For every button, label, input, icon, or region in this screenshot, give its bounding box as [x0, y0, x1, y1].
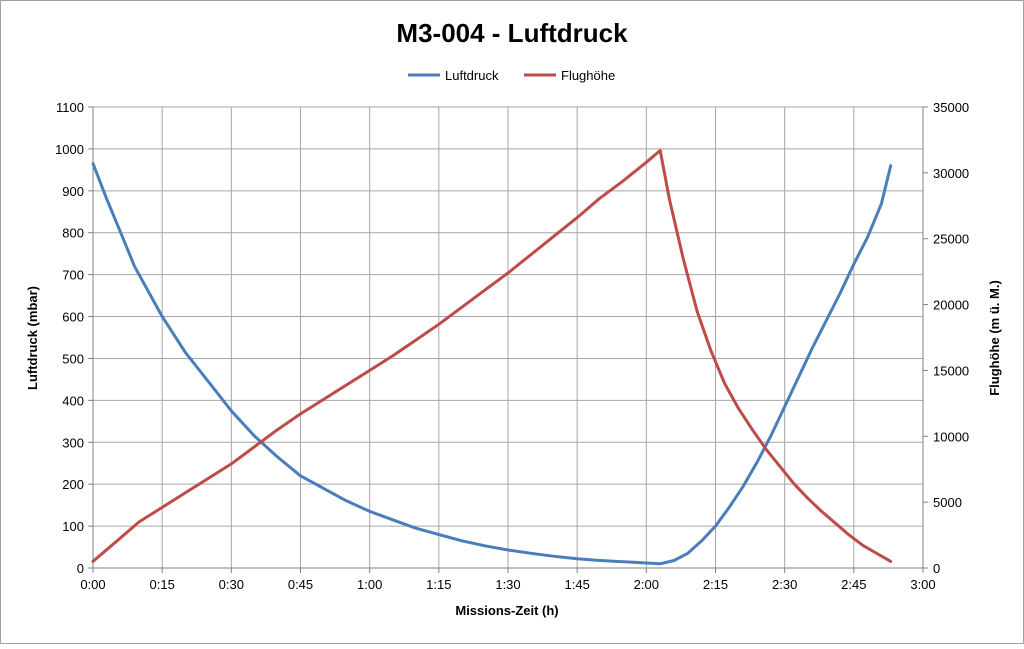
y2-tick-label: 30000 — [933, 166, 969, 181]
y2-tick-label: 0 — [933, 561, 940, 576]
x-tick-label: 2:30 — [772, 577, 797, 592]
x-axis-title: Missions-Zeit (h) — [455, 603, 558, 618]
y2-tick-label: 5000 — [933, 495, 962, 510]
x-tick-label: 0:15 — [150, 577, 175, 592]
y2-tick-label: 15000 — [933, 363, 969, 378]
y-tick-label: 1000 — [55, 142, 84, 157]
x-tick-label: 1:00 — [357, 577, 382, 592]
y-tick-label: 800 — [62, 226, 84, 241]
x-tick-label: 0:30 — [219, 577, 244, 592]
y2-tick-label: 25000 — [933, 232, 969, 247]
y2-tick-label: 35000 — [933, 100, 969, 115]
y2-tick-label: 10000 — [933, 429, 969, 444]
y-tick-label: 400 — [62, 393, 84, 408]
y2-axis-title: Flughöhe (m ü. M.) — [987, 280, 1002, 396]
legend: Luftdruck Flughöhe — [408, 68, 615, 83]
y-tick-label: 500 — [62, 351, 84, 366]
chart-title: M3-004 - Luftdruck — [396, 18, 628, 48]
x-tick-label: 1:45 — [565, 577, 590, 592]
y-tick-label: 900 — [62, 184, 84, 199]
x-tick-label: 2:00 — [634, 577, 659, 592]
x-tick-label: 1:30 — [495, 577, 520, 592]
x-tick-label: 3:00 — [910, 577, 935, 592]
y-tick-label: 300 — [62, 435, 84, 450]
y-tick-label: 600 — [62, 310, 84, 325]
x-tick-label: 0:45 — [288, 577, 313, 592]
y-tick-label: 1100 — [56, 100, 84, 115]
legend-label-flughoehe: Flughöhe — [561, 68, 615, 83]
y2-tick-label: 20000 — [933, 298, 969, 313]
x-tick-label: 0:00 — [80, 577, 105, 592]
series-line-flughoehe — [91, 149, 893, 563]
y-tick-label: 700 — [62, 268, 84, 283]
x-tick-label: 2:15 — [703, 577, 728, 592]
legend-label-luftdruck: Luftdruck — [445, 68, 499, 83]
series-line-luftdruck — [91, 162, 893, 566]
y-tick-label: 0 — [77, 561, 84, 576]
x-tick-label: 1:15 — [426, 577, 451, 592]
x-tick-label: 2:45 — [841, 577, 866, 592]
y-tick-label: 200 — [62, 477, 84, 492]
axis-layer: 0:00 0:15 0:30 0:45 1:00 1:15 1:30 1:45 2:00 2:15… — [55, 100, 969, 592]
series-layer — [91, 149, 893, 566]
y-tick-label: 100 — [62, 519, 84, 534]
y-axis-title: Luftdruck (mbar) — [25, 286, 40, 390]
